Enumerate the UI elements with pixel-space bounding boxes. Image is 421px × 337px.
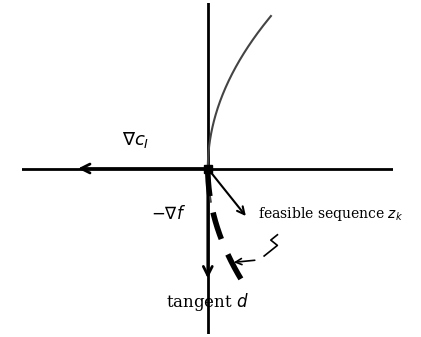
Text: feasible sequence $z_k$: feasible sequence $z_k$ xyxy=(258,205,403,223)
Text: $-\nabla f$: $-\nabla f$ xyxy=(152,205,187,223)
Text: $\nabla c_I$: $\nabla c_I$ xyxy=(122,130,149,150)
Text: tangent $d$: tangent $d$ xyxy=(166,291,249,313)
